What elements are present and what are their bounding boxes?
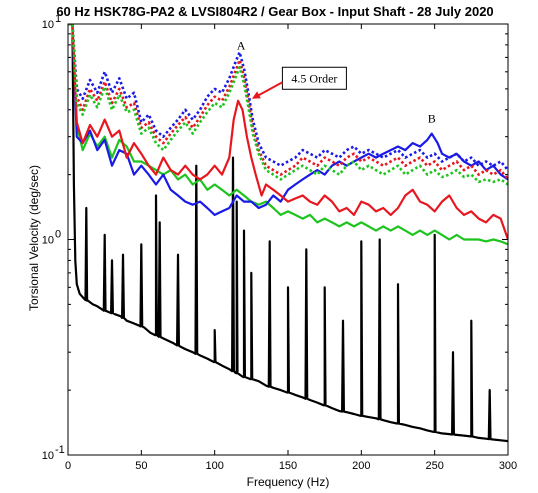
series-line-0 (71, 24, 508, 443)
x-tick-label: 300 (499, 460, 517, 472)
series-line-1 (68, 24, 508, 240)
x-tick-label: 200 (352, 460, 370, 472)
annotation-label: 4.5 Order (291, 71, 337, 85)
annotations: A B 4.5 Order (237, 39, 436, 126)
series-line-4 (68, 24, 508, 171)
y-tick-exponent: 1 (55, 13, 61, 25)
x-tick-label: 250 (425, 460, 443, 472)
series-line-3 (68, 24, 508, 216)
chart-title: 60 Hz HSK78G-PA2 & LVSI804R2 / Gear Box … (56, 4, 493, 19)
annotation-box (281, 66, 347, 90)
x-tick-label: 50 (135, 460, 147, 472)
y-tick-exponent: 0 (55, 229, 61, 241)
x-axis: 0 50 100 150 200 250 300 (65, 24, 517, 472)
x-axis-label: Frequency (Hz) (247, 475, 330, 489)
x-tick-label: 0 (65, 460, 71, 472)
annotation-label: B (428, 111, 436, 125)
series-line-2 (68, 24, 508, 246)
series-group (68, 24, 508, 443)
series-line-5 (68, 24, 508, 181)
annotation-label: A (237, 39, 246, 53)
x-tick-label: 100 (205, 460, 223, 472)
y-tick-label: 10 (42, 450, 54, 462)
y-tick-label: 10 (42, 19, 54, 31)
plot-area (68, 24, 508, 443)
series-line-6 (68, 24, 508, 186)
y-axis-label: Torsional Velocity (deg/sec) (27, 165, 41, 311)
y-tick-label: 10 (42, 235, 54, 247)
y-tick-exponent: -1 (55, 444, 65, 456)
annotation-arrow-head (251, 91, 261, 99)
annotation-arrow-line (255, 81, 283, 98)
x-tick-label: 150 (279, 460, 297, 472)
